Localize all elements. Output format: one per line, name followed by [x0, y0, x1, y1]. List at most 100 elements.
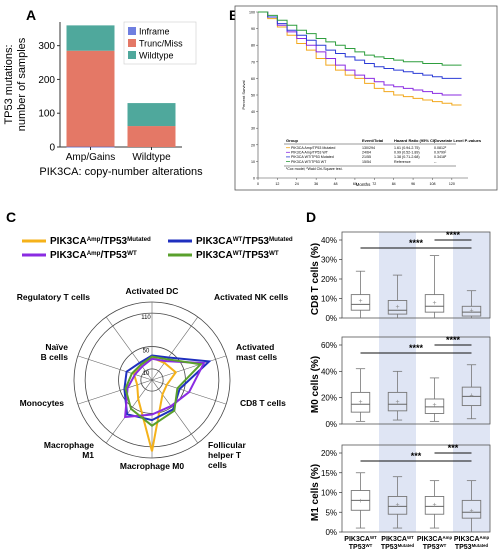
y-tick-label: 200 [38, 75, 55, 86]
radar-series [123, 354, 212, 422]
y-axis-label: CD8 T cells (%) [310, 243, 321, 315]
table-footnote: ¹Cox model; ²Wald Chi-Square test. [286, 167, 343, 171]
x-category-label-line1: PIK3CAWT [344, 535, 377, 544]
mean-marker: + [432, 502, 436, 509]
legend-label: PIK3CAAmp/TP53WT [50, 250, 137, 262]
table-backdrop [284, 128, 456, 172]
y-tick-label: 40% [321, 236, 337, 245]
y-tick-label: 0 [253, 177, 255, 181]
y-tick-label: 20 [251, 143, 255, 147]
survival-curve [258, 11, 462, 79]
x-category-label-line1: PIK3CAWT [381, 535, 414, 544]
table-header: Covariate Level P-values [434, 138, 482, 143]
y-tick-label: 5% [325, 508, 337, 517]
table-cell: 130/294 [362, 146, 375, 150]
mean-marker: + [395, 304, 399, 311]
significance-label: *** [411, 451, 422, 461]
x-tick-label: 120 [449, 182, 455, 186]
x-category-label-line2: TP53Mutated [455, 543, 489, 550]
y-axis-label-line2: number of samples [16, 37, 28, 131]
table-cell: 1.38 (0.71-2.68) [394, 155, 420, 159]
table-cell: 1.61 (0.94-2.75) [394, 146, 420, 150]
x-tick-label: Wildtype [132, 152, 171, 163]
radar-axis-label: mast cells [236, 352, 277, 362]
radar-spoke [151, 355, 227, 381]
x-tick-label: 96 [411, 182, 415, 186]
radar-axis-label: Naïve [45, 342, 68, 352]
radar-axis-label: Follicular [208, 440, 246, 450]
significance-label: **** [446, 335, 461, 345]
y-tick-label: 10 [251, 160, 255, 164]
table-cell: Reference [394, 160, 411, 164]
radar-spoke [105, 316, 153, 381]
legend-label: PIK3CAWT/TP53Mutated [196, 236, 293, 248]
y-tick-label: 50 [251, 94, 255, 98]
mean-marker: + [469, 308, 473, 315]
y-axis-label-line1: TP53 mutations: [3, 44, 15, 124]
box [350, 391, 371, 413]
table-cell: PIK3CA WT/TP53 WT [291, 160, 327, 164]
y-tick-label: 90 [251, 27, 255, 31]
significance-label: **** [409, 343, 424, 353]
mean-marker: + [432, 300, 436, 307]
x-tick-label: 84 [392, 182, 396, 186]
y-tick-label: 0% [325, 528, 337, 537]
y-tick-label: 0% [325, 314, 337, 323]
y-tick-label: 10% [321, 489, 337, 498]
mean-marker: + [469, 508, 473, 515]
survival-curve [258, 11, 462, 96]
chart-d-boxplots: 0%10%20%30%40%CD8 T cells (%) ++++*******… [310, 230, 491, 550]
table-cell: PIK3CA Amp/TP53 Mutated [291, 146, 335, 150]
mean-marker: + [395, 502, 399, 509]
radar-axis-label: Activated [236, 342, 274, 352]
radar-series [132, 356, 178, 452]
box [424, 496, 445, 515]
radar-axis-label: cells [208, 460, 227, 470]
chart-b-survival: 0 10 20 30 40 50 60 70 80 90 100 0 12 24 36 48 60 72 84 96 1… [234, 5, 498, 191]
y-tick-label: 300 [38, 41, 55, 52]
panel-label-b: B [229, 7, 239, 23]
y-tick-label: 60% [321, 341, 337, 350]
y-tick-label: 100 [249, 11, 255, 15]
x-tick-label: 24 [295, 182, 299, 186]
mean-marker: + [358, 298, 362, 305]
table-cell: 0.9799² [434, 151, 447, 155]
box [387, 300, 408, 315]
radar-spoke [151, 316, 199, 381]
mean-marker: + [358, 399, 362, 406]
table-cell: -- [434, 160, 437, 164]
x-tick-label: 72 [372, 182, 376, 186]
panel-label-c: C [6, 209, 16, 225]
y-tick-label: 30% [321, 256, 337, 265]
radar-axis-label: Monocytes [20, 398, 65, 408]
legend-label: Wildtype [139, 51, 174, 61]
y-axis-label: M1 cells (%) [310, 464, 321, 521]
box [350, 294, 371, 311]
radar-axis-label: B cells [41, 352, 69, 362]
x-category-label-line1: PIK3CAAmp [417, 535, 453, 544]
x-tick-label: 0 [257, 182, 259, 186]
plot-frame [341, 336, 491, 425]
mean-marker: + [395, 399, 399, 406]
bar-segment [66, 50, 115, 147]
survival-curve [258, 11, 462, 106]
table-cell: 21/55 [362, 155, 371, 159]
legend-label: PIK3CAAmp/TP53Mutated [50, 236, 151, 248]
x-tick-label: 48 [334, 182, 338, 186]
mean-marker: + [469, 393, 473, 400]
radar-ring-label: 10 [143, 371, 150, 377]
radar-axis-label: Activated NK cells [214, 292, 288, 302]
radar-series [124, 355, 203, 427]
x-category-label-line2: TP53WT [349, 543, 373, 550]
y-tick-label: 20% [321, 275, 337, 284]
survival-curve [258, 11, 462, 66]
x-category-label-line2: TP53WT [423, 543, 447, 550]
significance-label: **** [409, 238, 424, 248]
radar-axis-label: CD8 T cells [240, 398, 286, 408]
legend-swatch [128, 27, 136, 35]
radar-axis-label: Macrophage [44, 440, 94, 450]
y-axis-label: Percent Survival [241, 80, 246, 109]
bar-segment [66, 25, 115, 51]
legend-label: Inframe [139, 27, 170, 37]
